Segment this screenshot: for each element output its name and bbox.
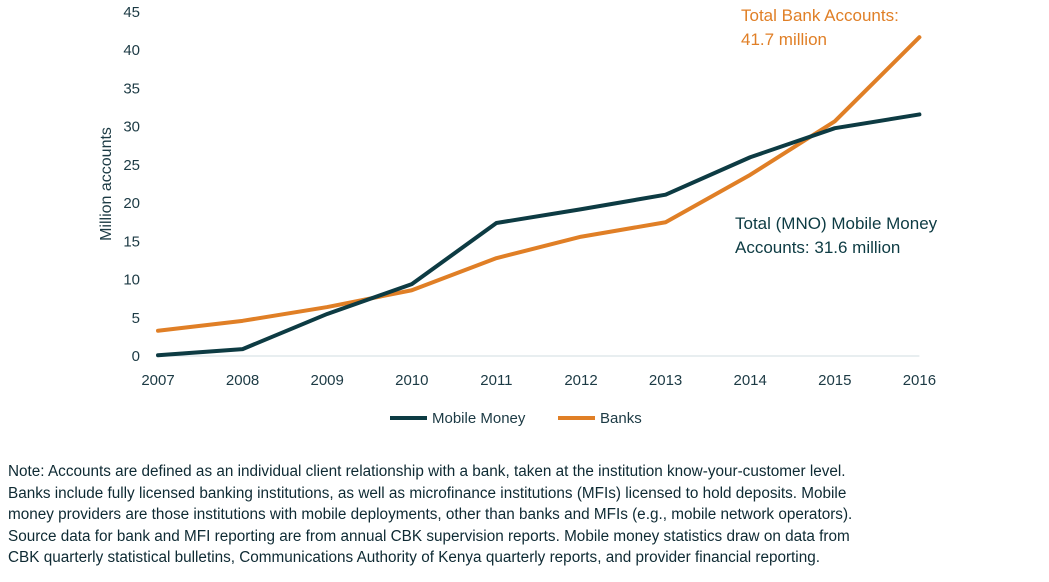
legend-label: Mobile Money	[432, 410, 526, 427]
footnote: Note: Accounts are defined as an individ…	[8, 461, 1048, 569]
y-tick-label: 10	[123, 272, 140, 289]
y-tick-label: 0	[132, 348, 140, 365]
annotation-text: Total Bank Accounts:	[741, 6, 899, 25]
note-line: money providers are those institutions w…	[8, 506, 853, 523]
x-tick-label: 2011	[480, 372, 512, 389]
y-tick-label: 15	[123, 233, 140, 250]
y-tick-label: 25	[123, 157, 140, 174]
y-tick-label: 5	[132, 310, 140, 327]
x-tick-label: 2013	[649, 372, 682, 389]
series-line-banks	[156, 35, 922, 333]
x-tick-label: 2014	[734, 372, 767, 389]
y-tick-label: 20	[123, 195, 140, 212]
series-line-mobile-money	[156, 112, 922, 358]
note-line: Banks include fully licensed banking ins…	[8, 484, 847, 502]
x-tick-label: 2010	[395, 372, 428, 389]
y-tick-label: 45	[123, 4, 140, 21]
x-tick-label: 2015	[818, 372, 851, 389]
annotation-text: Accounts: 31.6 million	[735, 238, 900, 257]
note-line: CBK quarterly statistical bulletins, Com…	[8, 549, 820, 566]
note-line: Note: Accounts are defined as an individ…	[8, 463, 846, 480]
x-tick-label: 2008	[226, 372, 259, 389]
y-tick-label: 40	[123, 42, 140, 59]
legend-label: Banks	[600, 410, 642, 427]
x-tick-label: 2016	[903, 372, 936, 389]
x-tick-label: 2007	[141, 372, 174, 389]
x-tick-label: 2009	[311, 372, 344, 389]
y-tick-label: 30	[123, 119, 140, 136]
y-tick-label: 35	[123, 80, 140, 97]
y-axis-label: Million accounts	[98, 127, 115, 241]
annotation-text: Total (MNO) Mobile Money	[735, 214, 938, 233]
annotation-text: 41.7 million	[741, 30, 827, 49]
note-line: Source data for bank and MFI reporting a…	[8, 527, 850, 545]
x-tick-label: 2012	[564, 372, 597, 389]
line-chart: 0 5 10 15 20 25 30 35 40 45 2007 2008 2009 2010 2011 2…	[98, 4, 938, 427]
